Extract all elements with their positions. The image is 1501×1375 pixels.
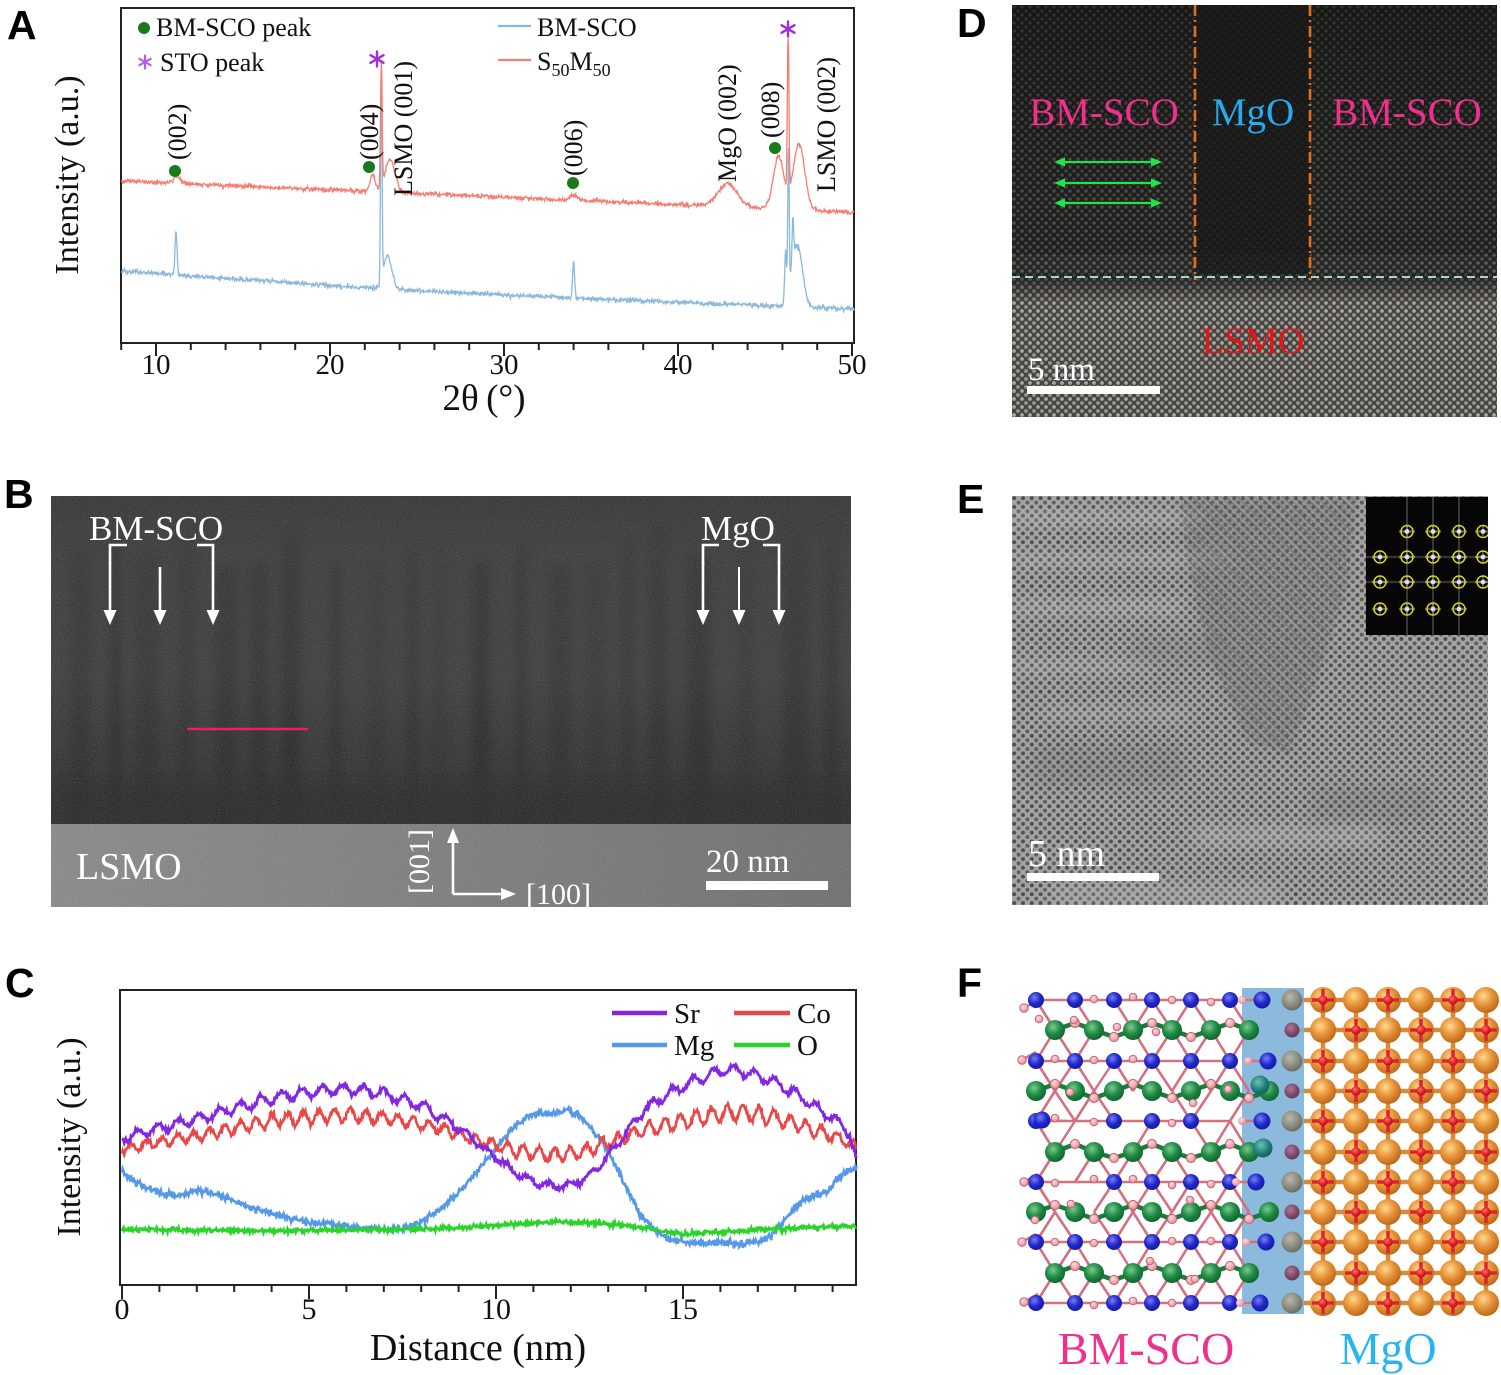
svg-text:40: 40 xyxy=(664,349,693,381)
svg-text:BM-SCO: BM-SCO xyxy=(1332,91,1482,134)
svg-text:0: 0 xyxy=(115,1293,130,1326)
svg-text:LSMO (001): LSMO (001) xyxy=(389,61,418,196)
svg-text:BM-SCO: BM-SCO xyxy=(89,509,223,548)
svg-text:STO peak: STO peak xyxy=(160,48,264,77)
svg-text:10: 10 xyxy=(142,349,171,381)
svg-text:MgO: MgO xyxy=(1339,1323,1436,1374)
svg-text:BM-SCO peak: BM-SCO peak xyxy=(156,13,311,42)
svg-text:50: 50 xyxy=(838,349,867,381)
svg-text:LSMO: LSMO xyxy=(1202,321,1305,362)
svg-text:[100]: [100] xyxy=(526,878,591,907)
svg-text:5 nm: 5 nm xyxy=(1028,352,1095,388)
svg-text:(002): (002) xyxy=(163,104,192,160)
svg-text:MgO: MgO xyxy=(1212,91,1294,134)
svg-text:10: 10 xyxy=(481,1293,511,1326)
svg-text:2θ (°): 2θ (°) xyxy=(442,378,525,419)
svg-text:5 nm: 5 nm xyxy=(1028,833,1105,875)
svg-text:Mg: Mg xyxy=(674,1030,714,1062)
svg-text:(008): (008) xyxy=(756,82,785,138)
svg-text:BM-SCO: BM-SCO xyxy=(1029,91,1179,134)
svg-text:5: 5 xyxy=(302,1293,317,1326)
svg-text:20: 20 xyxy=(316,349,345,381)
svg-text:30: 30 xyxy=(490,349,519,381)
svg-text:(006): (006) xyxy=(559,120,588,176)
svg-text:LSMO (002): LSMO (002) xyxy=(812,57,841,192)
svg-text:O: O xyxy=(797,1030,818,1062)
svg-text:Distance (nm): Distance (nm) xyxy=(370,1327,586,1369)
svg-text:Intensity (a.u.): Intensity (a.u.) xyxy=(51,1037,88,1236)
svg-text:(004): (004) xyxy=(355,104,384,160)
svg-text:LSMO: LSMO xyxy=(76,846,182,888)
svg-text:MgO (002): MgO (002) xyxy=(713,64,742,182)
svg-text:20 nm: 20 nm xyxy=(706,844,790,880)
svg-text:MgO: MgO xyxy=(701,509,775,548)
svg-text:[001]: [001] xyxy=(403,829,436,894)
svg-text:BM-SCO: BM-SCO xyxy=(1058,1323,1234,1374)
svg-text:BM-SCO: BM-SCO xyxy=(537,13,637,42)
svg-text:Sr: Sr xyxy=(674,998,700,1030)
svg-text:Intensity (a.u.): Intensity (a.u.) xyxy=(49,75,86,274)
svg-text:15: 15 xyxy=(668,1293,698,1326)
svg-text:Co: Co xyxy=(797,998,831,1030)
